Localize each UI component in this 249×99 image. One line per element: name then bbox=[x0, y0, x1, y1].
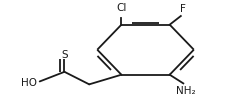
Text: NH₂: NH₂ bbox=[176, 86, 196, 96]
Text: S: S bbox=[61, 50, 68, 60]
Text: HO: HO bbox=[21, 78, 37, 88]
Text: F: F bbox=[180, 4, 186, 14]
Text: Cl: Cl bbox=[116, 3, 126, 13]
